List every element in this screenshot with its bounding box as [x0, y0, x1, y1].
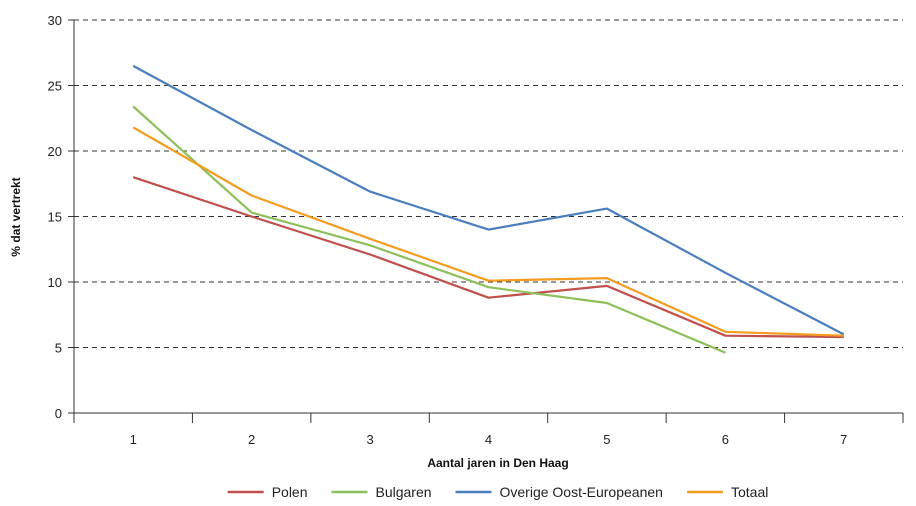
legend-label: Totaal — [731, 484, 768, 500]
grid-lines — [74, 19, 903, 348]
y-tick-label: 10 — [48, 275, 62, 290]
y-tick-label: 25 — [48, 79, 62, 94]
series-lines — [132, 64, 845, 354]
axes: 0 5 10 15 20 25 30 1 2 3 4 5 6 7 — [48, 13, 904, 447]
x-axis-title: Aantal jaren in Den Haag — [427, 456, 568, 470]
y-tick-label: 5 — [55, 341, 62, 356]
legend-item: Bulgaren — [331, 484, 432, 500]
x-tick-label: 2 — [248, 432, 255, 447]
legend-label: Overige Oost-Europeanen — [500, 484, 663, 500]
x-tick-label: 7 — [840, 432, 847, 447]
legend-label: Bulgaren — [376, 484, 432, 500]
y-tick-label: 0 — [55, 406, 62, 421]
y-tick-label: 20 — [48, 144, 62, 159]
series-line-totaal — [132, 126, 844, 337]
x-tick-label: 6 — [722, 432, 729, 447]
legend-item: Overige Oost-Europeanen — [455, 484, 663, 500]
y-tick-label: 15 — [48, 210, 62, 225]
x-tick-label: 1 — [130, 432, 137, 447]
x-tick-label: 5 — [603, 432, 610, 447]
x-tick-label: 3 — [366, 432, 373, 447]
y-axis-title: % dat vertrekt — [9, 177, 23, 256]
legend: Polen Bulgaren Overige Oost-Europeanen Tota… — [227, 484, 768, 500]
legend-label: Polen — [272, 484, 308, 500]
series-line-bulgaren — [132, 105, 726, 354]
legend-item: Polen — [227, 484, 308, 500]
y-tick-label: 30 — [48, 13, 62, 28]
legend-item: Totaal — [687, 484, 768, 500]
series-line-polen — [132, 176, 844, 339]
x-tick-label: 4 — [485, 432, 492, 447]
series-line-overige-oost-europeanen — [132, 64, 845, 336]
